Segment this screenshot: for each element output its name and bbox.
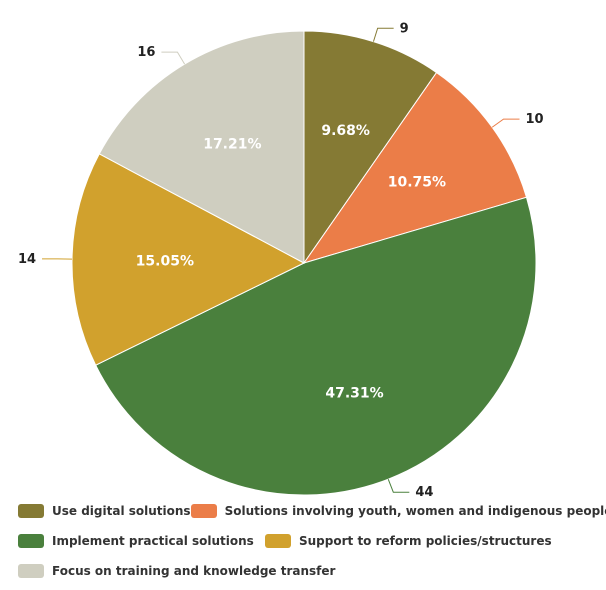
legend-label-implement-practical-solutions: Implement practical solutions (52, 534, 254, 548)
leader-line-implement-practical-solutions (388, 479, 409, 492)
value-label-support-to-reform-policies-structures: 14 (18, 252, 36, 267)
value-label-use-digital-solutions: 9 (400, 21, 409, 36)
leader-line-focus-on-training-and-knowledge-transfer (161, 52, 184, 64)
legend-swatch-support-to-reform-policies (265, 534, 291, 548)
percent-label-implement-practical-solutions: 47.31% (325, 386, 383, 402)
legend-swatch-use-digital-solutions (18, 504, 44, 518)
leader-line-solutions-involving-youth-women-and-indigenous-people (492, 119, 519, 127)
legend-label-focus-on-training: Focus on training and knowledge transfer (52, 564, 335, 578)
value-label-solutions-involving-youth-women-and-indigenous-people: 10 (526, 112, 544, 127)
legend-label-solutions-involving-youth: Solutions involving youth, women and ind… (225, 504, 606, 518)
legend-swatch-implement-practical-solutions (18, 534, 44, 548)
legend-swatch-focus-on-training (18, 564, 44, 578)
legend-item-support-to-reform-policies[interactable]: Support to reform policies/structures (265, 534, 552, 548)
legend-swatch-solutions-involving-youth (191, 504, 217, 518)
percent-label-use-digital-solutions: 9.68% (321, 123, 370, 139)
legend-label-support-to-reform-policies: Support to reform policies/structures (299, 534, 552, 548)
value-label-implement-practical-solutions: 44 (415, 485, 433, 500)
legend-item-use-digital-solutions[interactable]: Use digital solutions (18, 504, 191, 518)
legend-row-2: Implement practical solutions Support to… (18, 530, 603, 551)
legend-item-solutions-involving-youth[interactable]: Solutions involving youth, women and ind… (191, 504, 606, 518)
legend-row-3: Focus on training and knowledge transfer (18, 560, 603, 581)
legend-label-use-digital-solutions: Use digital solutions (52, 504, 191, 518)
percent-label-solutions-involving-youth-women-and-indigenous-people: 10.75% (388, 175, 446, 191)
legend-item-focus-on-training[interactable]: Focus on training and knowledge transfer (18, 564, 335, 578)
value-label-focus-on-training-and-knowledge-transfer: 16 (137, 45, 155, 60)
legend-item-implement-practical-solutions[interactable]: Implement practical solutions (18, 534, 265, 548)
percent-label-focus-on-training-and-knowledge-transfer: 17.21% (203, 137, 261, 153)
leader-line-use-digital-solutions (373, 28, 393, 41)
legend: Use digital solutions Solutions involvin… (18, 500, 603, 590)
percent-label-support-to-reform-policies-structures: 15.05% (136, 254, 194, 270)
legend-row-1: Use digital solutions Solutions involvin… (18, 500, 603, 521)
